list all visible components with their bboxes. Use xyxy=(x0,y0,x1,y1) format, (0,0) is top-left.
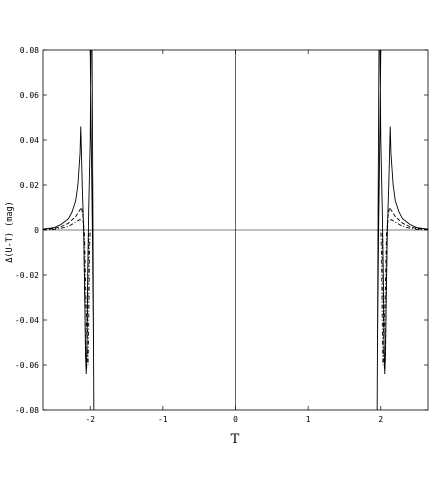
y-tick-label: -0.04 xyxy=(15,316,39,325)
y-tick-label: 0.08 xyxy=(20,46,39,55)
y-tick-label: 0.06 xyxy=(20,91,39,100)
y-tick-label: 0 xyxy=(34,226,39,235)
series-line-1 xyxy=(376,50,428,410)
series-group xyxy=(43,50,428,410)
x-tick-label: 1 xyxy=(306,415,311,424)
origin-axes xyxy=(43,50,428,410)
y-axis-label: Δ(U-T) (mag) xyxy=(5,201,15,262)
x-tick-label: -2 xyxy=(85,415,95,424)
series-line-4 xyxy=(43,219,91,366)
x-axis-label: T xyxy=(231,432,240,447)
x-tick-label: 2 xyxy=(378,415,383,424)
y-tick-label: 0.02 xyxy=(20,181,39,190)
y-tick-label: -0.08 xyxy=(15,406,39,415)
series-line-0 xyxy=(43,50,95,410)
x-tick-label: -1 xyxy=(158,415,168,424)
y-tick-label: -0.02 xyxy=(15,271,39,280)
series-line-2 xyxy=(43,206,90,370)
y-tick-label: 0.04 xyxy=(20,136,39,145)
x-tick-label: 0 xyxy=(233,415,238,424)
y-tick-label: -0.06 xyxy=(15,361,39,370)
ticks: -2 -1 0 1 2 -0.08 -0.06 -0.04 -0.02 0 0.02 0.04 0.06… xyxy=(15,46,428,424)
series-line-5 xyxy=(380,219,428,366)
series-line-3 xyxy=(381,206,428,370)
